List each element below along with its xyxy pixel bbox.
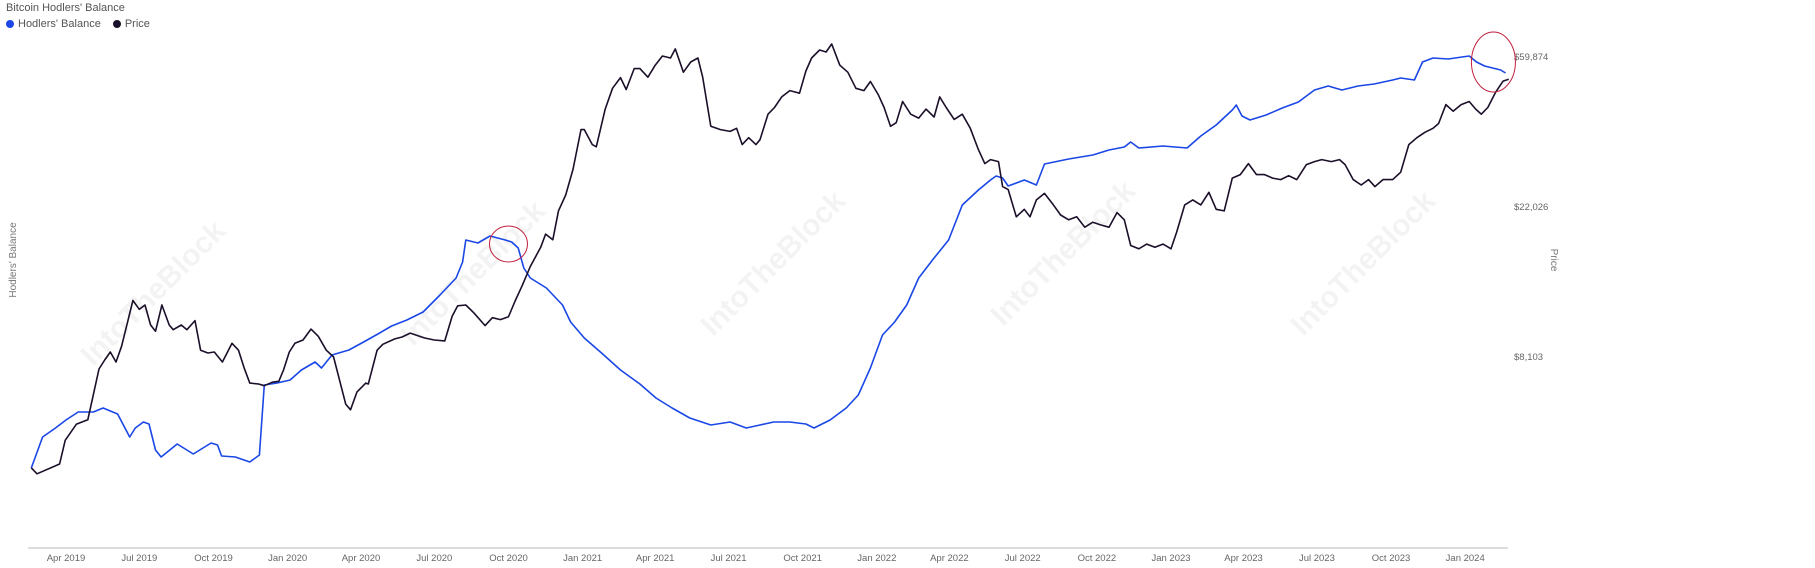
watermark-text: IntoTheBlock xyxy=(74,214,232,372)
annotation-circle xyxy=(1470,31,1516,93)
x-tick-label: Oct 2020 xyxy=(489,553,528,564)
x-tick-label: Oct 2021 xyxy=(783,553,822,564)
legend: Hodlers' Balance Price xyxy=(6,18,156,30)
annotations xyxy=(488,31,1516,263)
x-tick-label: Oct 2023 xyxy=(1372,553,1411,564)
chart-title: Bitcoin Hodlers' Balance xyxy=(6,2,125,14)
x-tick-label: Oct 2019 xyxy=(194,553,233,564)
price-line xyxy=(30,43,1509,475)
annotation-circle xyxy=(488,225,528,263)
watermarks: IntoTheBlock IntoTheBlock IntoTheBlock Into… xyxy=(74,174,1442,372)
watermark-text: IntoTheBlock xyxy=(1284,184,1442,342)
legend-label-price: Price xyxy=(124,18,150,30)
y-right-tick-label: $22,026 xyxy=(1514,202,1548,213)
y-right-axis-ticks: $59,874 $22,026 $8,103 xyxy=(1514,52,1548,363)
x-tick-label: Jan 2022 xyxy=(857,553,896,564)
y-left-axis-title: Hodlers' Balance xyxy=(8,222,19,298)
y-right-tick-label: $8,103 xyxy=(1514,352,1543,363)
x-tick-label: Jan 2020 xyxy=(268,553,307,564)
x-tick-label: Jan 2021 xyxy=(563,553,602,564)
y-right-tick-label: $59,874 xyxy=(1514,52,1548,63)
x-tick-label: Apr 2019 xyxy=(47,553,86,564)
x-tick-label: Jul 2023 xyxy=(1299,553,1335,564)
watermark-text: IntoTheBlock xyxy=(984,174,1142,332)
x-tick-label: Apr 2023 xyxy=(1224,553,1263,564)
watermark-text: IntoTheBlock xyxy=(694,184,852,342)
hodlers-balance-line xyxy=(30,55,1506,469)
x-tick-label: Jul 2020 xyxy=(416,553,452,564)
x-tick-label: Jul 2019 xyxy=(121,553,157,564)
legend-label-hodlers: Hodlers' Balance xyxy=(18,18,101,30)
x-tick-label: Oct 2022 xyxy=(1078,553,1117,564)
legend-item-hodlers[interactable]: Hodlers' Balance xyxy=(6,18,101,30)
x-tick-label: Apr 2020 xyxy=(342,553,381,564)
legend-item-price[interactable]: Price xyxy=(112,18,150,30)
watermark-text: IntoTheBlock xyxy=(394,194,552,352)
x-tick-label: Jul 2021 xyxy=(711,553,747,564)
x-tick-label: Jan 2023 xyxy=(1151,553,1190,564)
x-tick-label: Jul 2022 xyxy=(1005,553,1041,564)
x-tick-label: Apr 2021 xyxy=(636,553,675,564)
hodlers-legend-dot-icon xyxy=(6,20,14,28)
x-tick-label: Jan 2024 xyxy=(1446,553,1485,564)
x-tick-label: Apr 2022 xyxy=(930,553,969,564)
price-legend-dot-icon xyxy=(112,20,121,28)
y-right-axis-title: Price xyxy=(1548,249,1559,272)
x-axis-ticks: Apr 2019 Jul 2019 Oct 2019 Jan 2020 Apr 2020… xyxy=(47,553,1485,564)
